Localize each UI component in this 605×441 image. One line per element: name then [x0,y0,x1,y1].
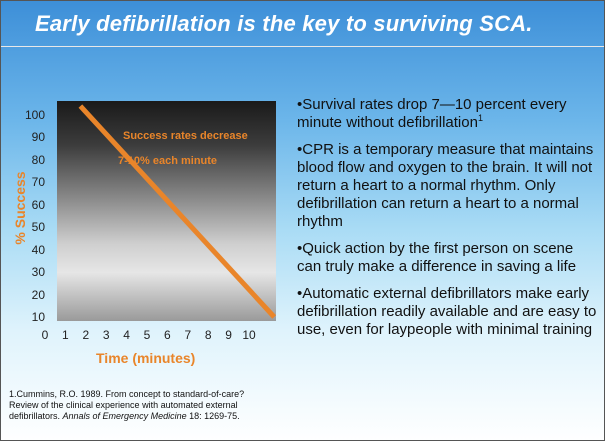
bullet-list: •Survival rates drop 7—10 percent every … [297,96,597,348]
y-tick-label: 90 [31,130,45,145]
x-tick-label: 0 [41,328,49,342]
bullet-text: •Automatic external defibrillators make … [297,285,597,338]
y-tick-label: 80 [31,152,45,167]
reference-citation: 18: 1269-75. [186,411,240,421]
reference-footnote: 1.Cummins, R.O. 1989. From concept to st… [9,389,245,422]
footnote-marker: 1 [477,113,483,123]
y-tick-label: 60 [31,197,45,212]
y-axis-label: % Success [12,171,28,245]
x-tick-label: 6 [164,328,171,342]
title-divider [1,46,604,47]
bullet-item: •Quick action by the first person on sce… [297,240,597,276]
y-tick-label: 10 [31,310,45,324]
bullet-item: •Automatic external defibrillators make … [297,285,597,339]
chart-annotation-line2: 7-10% each minute [118,155,218,167]
x-axis-label: Time (minutes) [96,350,196,366]
x-tick-label: 8 [204,328,212,342]
x-tick-label: 2 [82,328,90,342]
y-tick-label: 40 [31,242,45,257]
chart-annotation-line1: Success rates decrease [123,130,248,142]
y-tick-label: 30 [31,265,45,280]
bullet-text: •Quick action by the first person on sce… [297,240,577,275]
y-tick-label: 50 [31,220,45,235]
y-tick-label: 20 [31,287,45,302]
reference-text: 1.Cummins, R.O. 1989. From concept to st… [9,389,245,421]
slide-title: Early defibrillation is the key to survi… [35,11,533,36]
chart-plot-area [57,101,276,321]
bullet-item: •CPR is a temporary measure that maintai… [297,141,597,231]
x-tick-label: 9 [225,328,232,342]
x-tick-label: 7 [184,328,192,342]
x-tick-label: 4 [123,328,130,342]
reference-journal: Annals of Emergency Medicine [62,411,187,421]
y-tick-label: 70 [31,175,45,190]
x-tick-label: 3 [102,328,110,342]
x-tick-label: 5 [143,328,151,342]
bullet-text: •Survival rates drop 7—10 percent every … [297,96,567,131]
bullet-item: •Survival rates drop 7—10 percent every … [297,96,597,132]
bullet-text: •CPR is a temporary measure that maintai… [297,141,594,230]
x-tick-label: 1 [62,328,69,342]
success-rate-line [78,104,277,319]
x-tick-label: 10 [242,328,256,342]
y-tick-label: 100 [24,108,45,123]
